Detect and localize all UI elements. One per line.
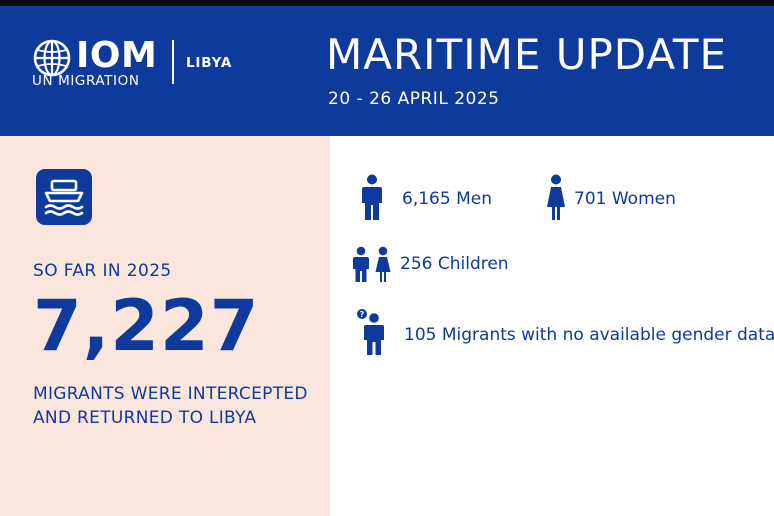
summary-description: MIGRANTS WERE INTERCEPTED AND RETURNED T… (33, 384, 308, 428)
total-count: 7,227 (33, 285, 260, 367)
logo-main-text: IOM (76, 35, 158, 76)
unknown-gender-count: 105 Migrants with no available gender da… (404, 325, 774, 345)
children-icon (353, 246, 391, 282)
men-count: 6,165 Men (402, 189, 492, 209)
globe-icon (33, 39, 71, 77)
country-label: LIBYA (186, 55, 233, 71)
breakdown-panel: 6,165 Men 701 Women 256 Children ? 105 M… (330, 136, 774, 516)
summary-panel: SO FAR IN 2025 7,227 MIGRANTS WERE INTER… (0, 136, 330, 516)
iom-logo: IOM UN MIGRATION LIBYA (30, 35, 270, 96)
header-banner: IOM UN MIGRATION LIBYA MARITIME UPDATE 2… (0, 6, 774, 136)
women-count: 701 Women (574, 189, 676, 209)
date-range: 20 - 26 APRIL 2025 (328, 89, 500, 109)
boat-icon (36, 169, 92, 225)
logo-sub-text: UN MIGRATION (32, 73, 140, 89)
page-title: MARITIME UPDATE (326, 30, 728, 79)
svg-text:?: ? (360, 310, 365, 319)
period-label: SO FAR IN 2025 (33, 261, 172, 281)
top-strip (0, 0, 774, 6)
woman-icon (547, 174, 565, 220)
man-icon (362, 174, 382, 220)
children-count: 256 Children (400, 254, 509, 274)
person-question-icon: ? (357, 309, 384, 355)
logo-divider (172, 40, 174, 84)
